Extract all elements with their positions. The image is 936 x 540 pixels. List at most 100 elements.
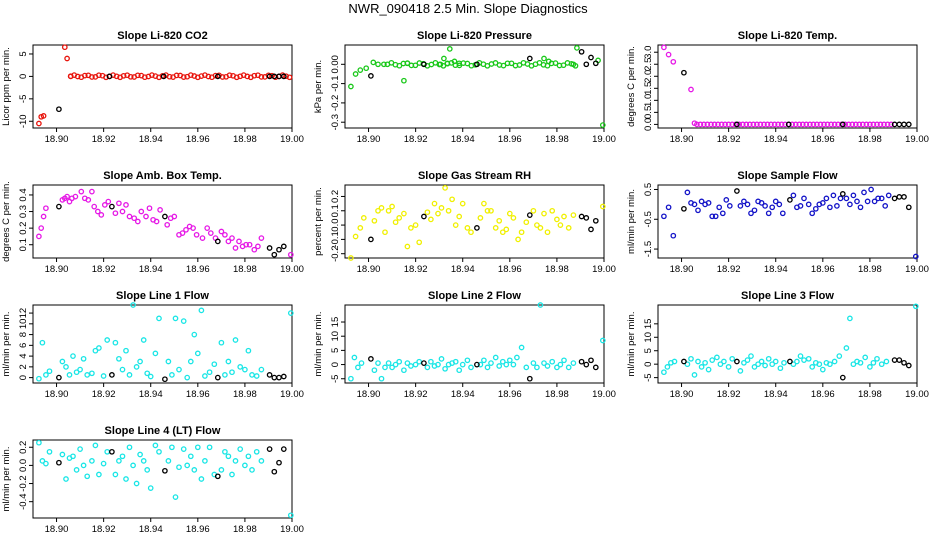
data-point [751, 207, 758, 214]
data-point [141, 74, 148, 81]
data-point [884, 121, 891, 128]
y-axis-label: ml/min per min. [626, 189, 637, 254]
x-tick-label: 18.90 [45, 389, 69, 400]
data-point [64, 193, 70, 200]
y-tick-label: 10 [643, 332, 654, 343]
y-tick-label: -0.1 [330, 231, 341, 247]
data-point [912, 253, 919, 260]
x-tick-label: 18.94 [139, 524, 163, 535]
data-point [665, 51, 672, 58]
series-reference [368, 212, 599, 243]
data-point [715, 121, 721, 128]
data-point [89, 74, 95, 80]
data-point [757, 121, 764, 128]
data-point [214, 238, 221, 245]
data-point [206, 369, 213, 376]
x-tick-label: 18.96 [811, 264, 835, 275]
series-reference [681, 69, 912, 128]
data-point [89, 370, 95, 377]
data-point [119, 208, 126, 215]
panel-title: Slope Line 1 Flow [116, 290, 209, 302]
data-point [72, 193, 79, 200]
data-point [368, 236, 374, 243]
data-point [694, 121, 700, 128]
data-point [56, 203, 62, 210]
x-tick-label: 18.98 [233, 389, 257, 400]
data-point [691, 372, 698, 378]
data-point [534, 364, 540, 371]
data-point [758, 200, 765, 206]
data-point [442, 365, 448, 372]
data-point [456, 62, 463, 69]
y-tick-label: 0.4 [18, 188, 29, 201]
data-point [530, 207, 537, 214]
data-point [746, 121, 753, 128]
data-point [144, 467, 151, 473]
data-point [544, 363, 551, 369]
data-point [229, 471, 235, 478]
data-point [583, 215, 590, 221]
data-point [857, 359, 864, 366]
data-point [862, 354, 869, 361]
y-tick-label: 0.0 [643, 118, 654, 131]
data-point [863, 121, 870, 128]
data-point [702, 359, 708, 366]
data-point [765, 210, 772, 217]
data-point [237, 364, 244, 370]
data-point [144, 370, 151, 377]
data-point [39, 339, 46, 346]
data-point [56, 459, 62, 466]
series-points [661, 44, 698, 127]
data-point [801, 195, 807, 202]
data-point [785, 121, 792, 128]
data-point [193, 231, 200, 238]
data-point [670, 232, 677, 239]
x-tick-label: 19.00 [280, 524, 304, 535]
data-point [681, 69, 687, 76]
data-point [424, 364, 431, 371]
y-axis-label: Licor ppm per min. [1, 47, 12, 126]
y-tick-label: 0 [18, 375, 29, 380]
x-tick-label: 18.98 [858, 389, 882, 400]
data-point [43, 460, 49, 467]
data-point [165, 458, 172, 464]
data-point [794, 358, 800, 365]
y-tick-label: 5 [18, 51, 29, 56]
data-point [671, 358, 678, 365]
data-point [225, 238, 232, 245]
data-point [523, 364, 530, 371]
data-point [599, 337, 606, 344]
data-point [552, 60, 559, 66]
y-tick-label: -10 [18, 114, 29, 128]
data-point [854, 198, 860, 205]
data-point [861, 189, 867, 196]
data-point [506, 210, 513, 217]
data-point [530, 360, 537, 366]
data-point [503, 226, 510, 233]
data-point [765, 355, 772, 362]
series-points [348, 302, 606, 382]
data-point [670, 58, 677, 65]
data-point [695, 358, 701, 365]
data-point [834, 203, 840, 209]
data-point [112, 210, 119, 217]
data-point [515, 236, 521, 243]
data-point [518, 229, 525, 236]
data-point [119, 453, 126, 460]
data-point [408, 225, 414, 231]
data-point [287, 251, 294, 258]
series-flat [694, 121, 894, 128]
data-point [378, 205, 385, 211]
data-point [488, 360, 494, 366]
data-point [214, 473, 221, 480]
x-tick-label: 18.90 [670, 264, 694, 275]
data-point [232, 337, 239, 343]
data-point [389, 203, 395, 210]
data-point [246, 241, 253, 248]
data-point [867, 364, 873, 370]
panel-title: Slope Amb. Box Temp. [103, 170, 222, 182]
data-point [477, 215, 484, 221]
data-point [787, 358, 793, 365]
data-point [36, 375, 42, 382]
data-point [474, 361, 480, 368]
